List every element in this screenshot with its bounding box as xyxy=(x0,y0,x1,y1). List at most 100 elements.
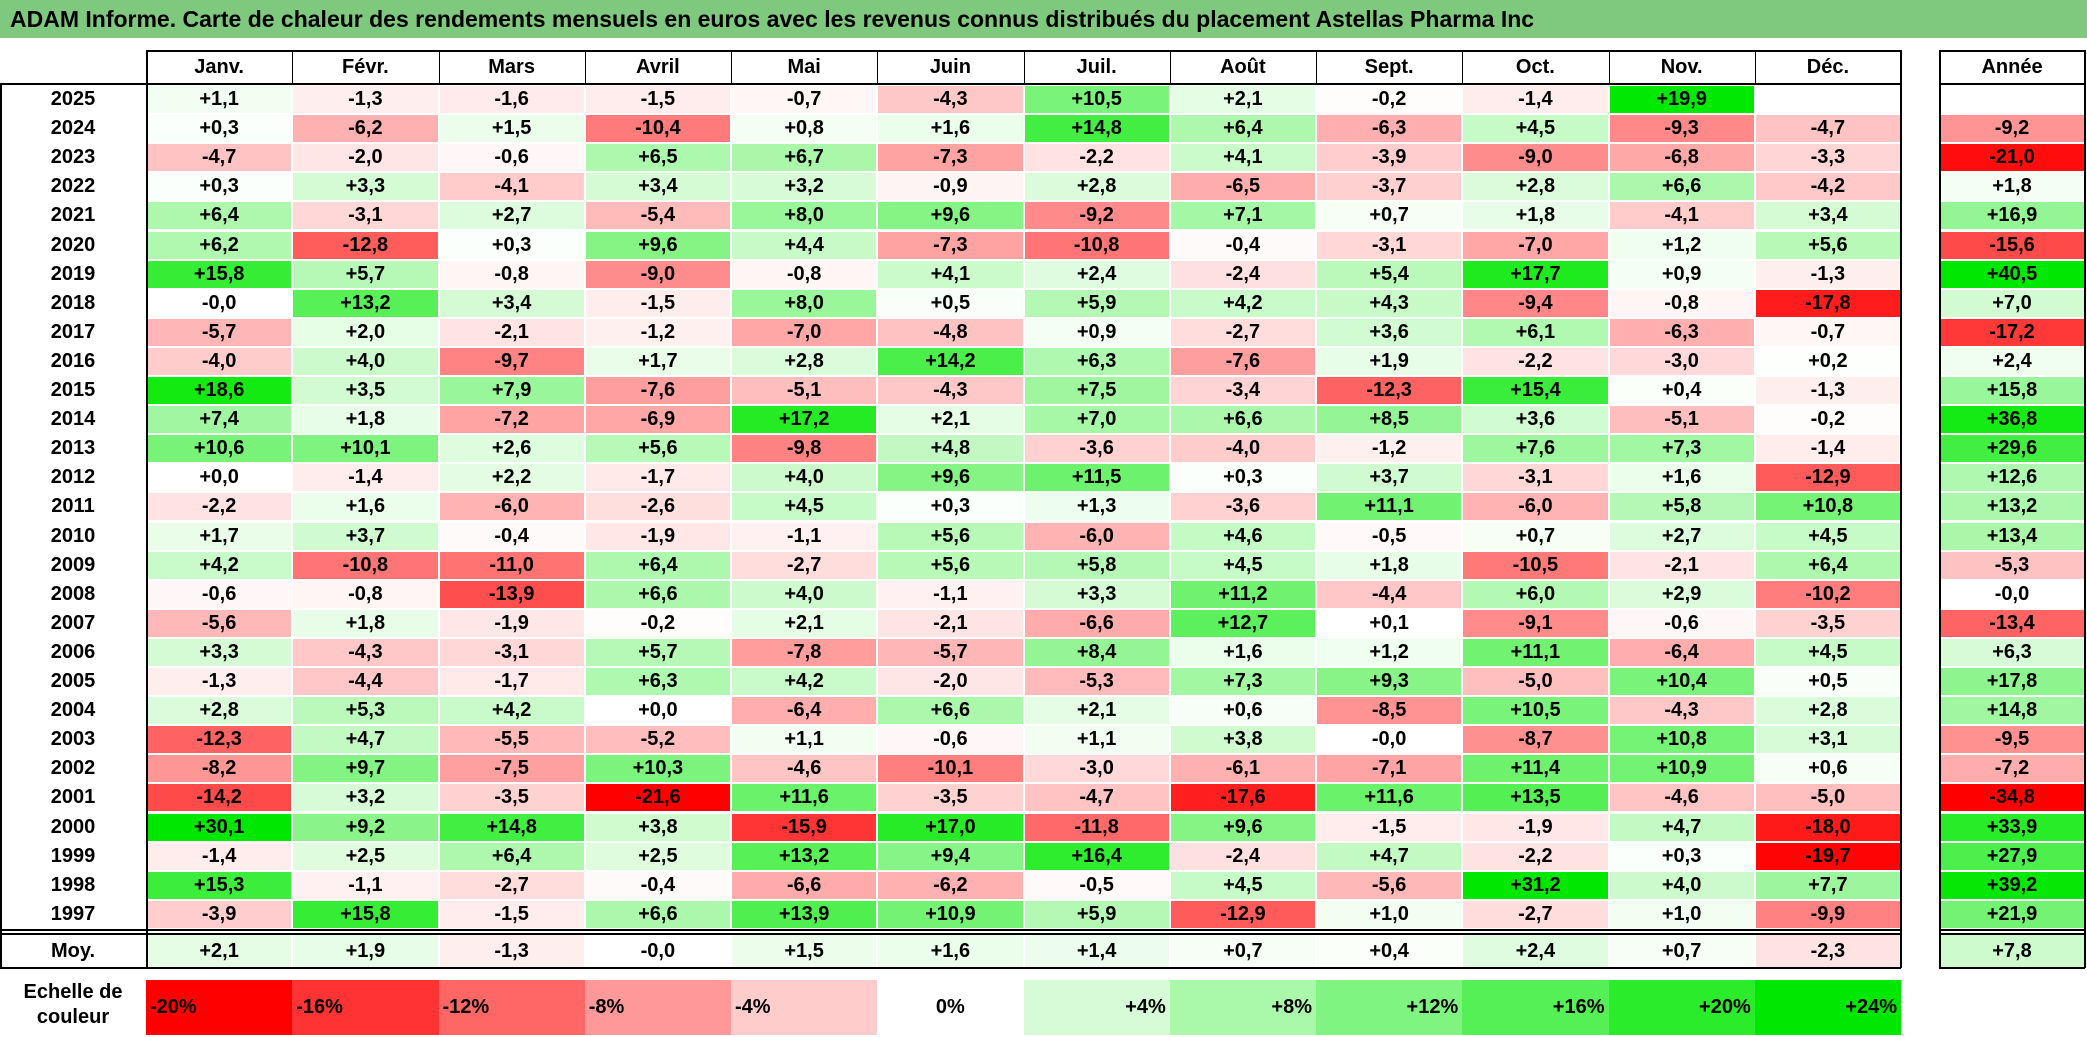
heat-cell: -10,1 xyxy=(878,755,1023,783)
average-cell: +0,4 xyxy=(1317,935,1462,967)
heat-cell: -0,5 xyxy=(1317,522,1462,550)
scale-stop: -12% xyxy=(438,980,585,1035)
month-separator xyxy=(877,50,879,84)
heat-cell: -4,0 xyxy=(147,347,292,375)
heat-cell: +18,6 xyxy=(147,377,292,405)
heat-cell: +9,4 xyxy=(878,842,1023,870)
heat-cell: +10,6 xyxy=(147,435,292,463)
annual-cell: +17,8 xyxy=(1940,668,2084,696)
heat-cell: +0,5 xyxy=(878,289,1023,317)
heat-cell: -3,5 xyxy=(1755,609,1900,637)
heat-cell: -2,1 xyxy=(439,318,584,346)
heat-cell: +11,1 xyxy=(1317,493,1462,521)
heat-cell: -1,7 xyxy=(439,668,584,696)
heat-cell: +7,5 xyxy=(1024,377,1169,405)
heat-cell: +5,8 xyxy=(1024,551,1169,579)
chart-title: ADAM Informe. Carte de chaleur des rende… xyxy=(0,0,2087,38)
heat-cell: +4,6 xyxy=(1170,522,1315,550)
heat-cell: +4,8 xyxy=(878,435,1023,463)
heat-cell: +6,4 xyxy=(1170,115,1315,143)
month-separator xyxy=(584,50,586,84)
month-separator xyxy=(1608,50,1610,84)
year-label: 1997 xyxy=(50,902,96,925)
heat-cell: +10,3 xyxy=(585,755,730,783)
scale-stop: +24% xyxy=(1754,980,1901,1035)
month-header: Sept. xyxy=(1316,50,1463,84)
year-label: 2022 xyxy=(50,175,96,198)
annual-cell: -34,8 xyxy=(1940,784,2084,812)
heat-cell: -7,3 xyxy=(878,231,1023,259)
heat-cell: +17,0 xyxy=(878,813,1023,841)
heat-cell: -5,3 xyxy=(1024,668,1169,696)
month-separator xyxy=(1023,50,1025,84)
heat-cell: +0,3 xyxy=(1170,464,1315,492)
heat-cell: -0,0 xyxy=(1317,726,1462,754)
month-separator xyxy=(1462,50,1464,84)
heat-cell: +13,2 xyxy=(732,842,877,870)
heat-cell: +1,0 xyxy=(1609,900,1754,928)
heat-cell: +6,4 xyxy=(439,842,584,870)
average-cell: +1,6 xyxy=(878,935,1023,967)
year-label: 2011 xyxy=(51,495,95,518)
heat-cell: -6,4 xyxy=(732,697,877,725)
heat-cell: -0,8 xyxy=(732,260,877,288)
heat-cell: -7,5 xyxy=(439,755,584,783)
heat-cell: -1,1 xyxy=(293,871,438,899)
heat-cell: +7,1 xyxy=(1170,202,1315,230)
annual-cell: +33,9 xyxy=(1940,813,2084,841)
year-label: 1998 xyxy=(50,873,96,896)
annual-cell: -17,2 xyxy=(1940,318,2084,346)
heat-cell: -6,8 xyxy=(1609,144,1754,172)
heat-cell: -1,3 xyxy=(1755,260,1900,288)
heat-cell: +7,3 xyxy=(1609,435,1754,463)
heat-cell: -0,6 xyxy=(439,144,584,172)
heat-cell: -1,9 xyxy=(585,522,730,550)
heat-cell: -0,5 xyxy=(1024,871,1169,899)
heat-cell: +16,4 xyxy=(1024,842,1169,870)
heat-cell: +7,4 xyxy=(147,406,292,434)
month-header: Mars xyxy=(438,50,585,84)
heat-cell: -2,7 xyxy=(1463,900,1608,928)
year-label: 2018 xyxy=(50,291,96,314)
heat-cell: +2,9 xyxy=(1609,580,1754,608)
month-header: Juin xyxy=(877,50,1024,84)
heat-cell: -9,3 xyxy=(1609,115,1754,143)
heat-cell: -5,5 xyxy=(439,726,584,754)
month-header: Févr. xyxy=(292,50,439,84)
heat-cell: +13,2 xyxy=(293,289,438,317)
heat-cell: +3,1 xyxy=(1755,726,1900,754)
heat-cell: -15,9 xyxy=(732,813,877,841)
heat-cell: +2,8 xyxy=(147,697,292,725)
heat-cell: -10,8 xyxy=(1024,231,1169,259)
heat-cell: +6,4 xyxy=(147,202,292,230)
heat-cell: +2,5 xyxy=(293,842,438,870)
heat-cell: -1,7 xyxy=(585,464,730,492)
heat-cell: +2,5 xyxy=(585,842,730,870)
heat-cell: -7,6 xyxy=(585,377,730,405)
month-header: Juil. xyxy=(1023,50,1170,84)
heat-cell: -10,8 xyxy=(293,551,438,579)
heat-cell: +11,1 xyxy=(1463,638,1608,666)
heat-cell: +6,6 xyxy=(878,697,1023,725)
heat-cell: +2,8 xyxy=(732,347,877,375)
heat-cell: -0,9 xyxy=(878,173,1023,201)
heat-cell: +0,3 xyxy=(147,115,292,143)
month-separator xyxy=(1754,50,1756,84)
heat-cell: -19,7 xyxy=(1755,842,1900,870)
annual-cell: -5,3 xyxy=(1940,551,2084,579)
heat-cell: +2,1 xyxy=(1024,697,1169,725)
heat-cell: -0,8 xyxy=(293,580,438,608)
heat-cell: +2,4 xyxy=(1024,260,1169,288)
heat-cell: +0,3 xyxy=(439,231,584,259)
heat-cell: +2,1 xyxy=(732,609,877,637)
heat-cell: +3,4 xyxy=(439,289,584,317)
heat-cell: -0,2 xyxy=(1317,86,1462,114)
heat-cell: -4,8 xyxy=(878,318,1023,346)
heat-cell: +5,6 xyxy=(878,522,1023,550)
heat-cell: -5,1 xyxy=(1609,406,1754,434)
heat-cell: +9,6 xyxy=(878,464,1023,492)
heat-cell: +3,2 xyxy=(293,784,438,812)
heat-cell: +4,0 xyxy=(732,580,877,608)
heat-cell: +2,8 xyxy=(1024,173,1169,201)
heat-cell: -7,6 xyxy=(1170,347,1315,375)
